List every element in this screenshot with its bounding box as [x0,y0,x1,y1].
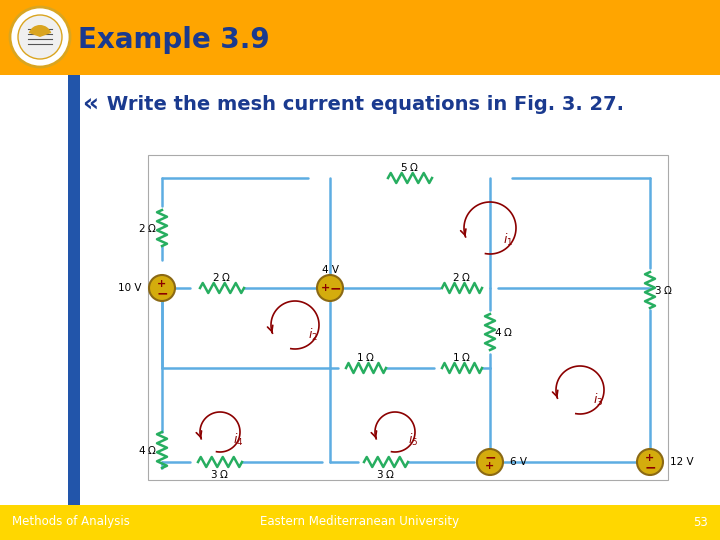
Circle shape [149,275,175,301]
Text: 2 $\Omega$: 2 $\Omega$ [138,222,158,234]
Text: 6 V: 6 V [510,457,527,467]
Circle shape [317,275,343,301]
Text: «: « [82,93,98,117]
Text: −: − [484,450,496,464]
Circle shape [18,15,62,59]
Circle shape [10,7,70,67]
Wedge shape [29,25,51,37]
Text: 3 $\Omega$: 3 $\Omega$ [377,468,396,480]
Text: 2 $\Omega$: 2 $\Omega$ [212,271,232,283]
Text: 12 V: 12 V [670,457,693,467]
Text: Write the mesh current equations in Fig. 3. 27.: Write the mesh current equations in Fig.… [100,96,624,114]
Circle shape [477,449,503,475]
Text: 4 $\Omega$: 4 $\Omega$ [495,326,513,338]
Text: 53: 53 [693,516,708,529]
Text: $i_5$: $i_5$ [408,432,418,448]
Text: $i_4$: $i_4$ [233,432,243,448]
Bar [0,0,720,75]
Text: Example 3.9: Example 3.9 [78,26,269,54]
Text: 1 $\Omega$: 1 $\Omega$ [452,351,472,363]
Bar [68,75,80,505]
Text: +: + [485,461,495,471]
Text: 5 $\Omega$: 5 $\Omega$ [400,161,420,173]
Text: 1 $\Omega$: 1 $\Omega$ [356,351,376,363]
Text: +: + [158,279,166,289]
Text: Methods of Analysis: Methods of Analysis [12,516,130,529]
Text: 2 $\Omega$: 2 $\Omega$ [452,271,472,283]
Text: $i_1$: $i_1$ [503,232,513,248]
Text: +: + [645,453,654,463]
Text: 10 V: 10 V [119,283,142,293]
Bar [0,505,720,540]
Text: $i_2$: $i_2$ [308,327,318,343]
Text: Eastern Mediterranean University: Eastern Mediterranean University [261,516,459,529]
Text: 3 $\Omega$: 3 $\Omega$ [654,284,674,296]
Text: −: − [644,460,656,474]
Text: $i_3$: $i_3$ [593,392,603,408]
Circle shape [637,449,663,475]
Text: 4 $\Omega$: 4 $\Omega$ [138,444,158,456]
Text: 3 $\Omega$: 3 $\Omega$ [210,468,230,480]
Text: 4 V: 4 V [322,265,338,275]
Text: −: − [156,286,168,300]
Text: −: − [329,281,341,295]
Text: +: + [321,283,330,293]
